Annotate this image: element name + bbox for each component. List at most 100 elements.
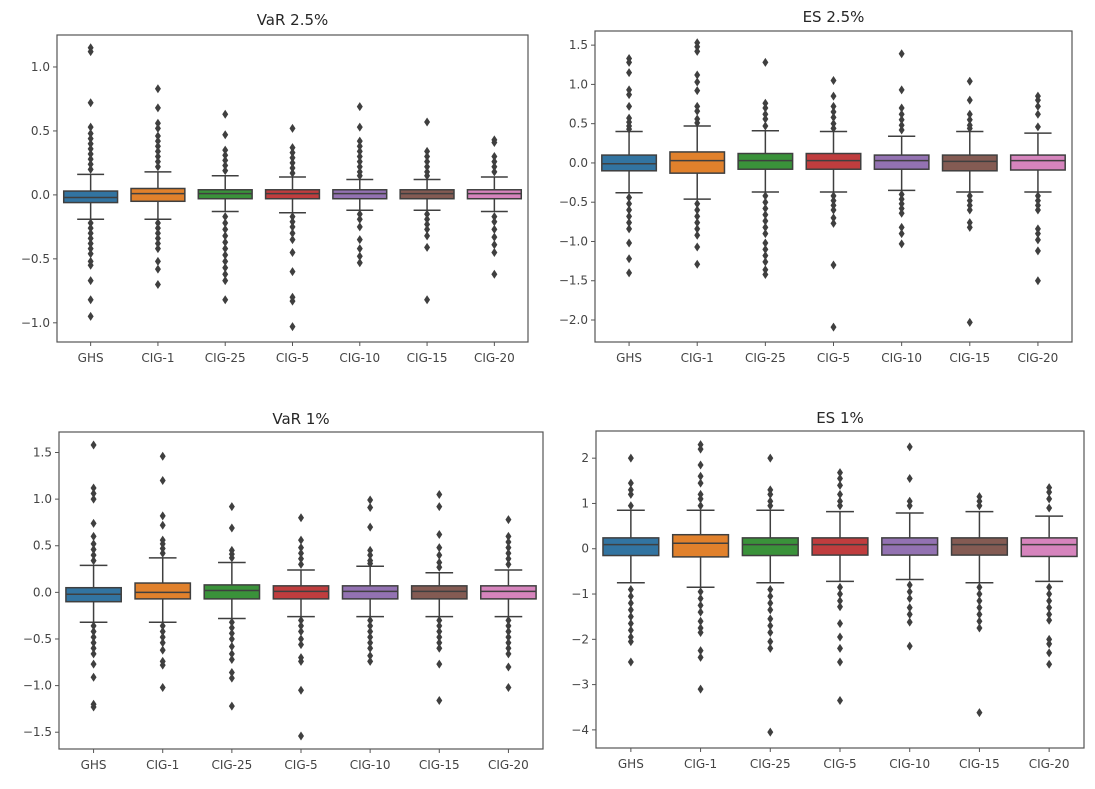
outlier-point xyxy=(505,627,512,637)
box-cig-25 xyxy=(197,109,253,305)
outlier-point xyxy=(697,607,704,617)
outlier-point xyxy=(90,494,97,504)
outlier-point xyxy=(436,502,443,512)
outlier-point xyxy=(356,157,363,167)
outlier-point xyxy=(154,123,161,133)
outlier-point xyxy=(298,685,304,695)
outlier-point xyxy=(424,219,431,229)
outlier-point xyxy=(228,623,235,633)
outlier-point xyxy=(154,228,161,238)
outlier-point xyxy=(976,623,983,633)
outlier-point xyxy=(356,235,363,245)
outlier-point xyxy=(367,615,374,625)
subplot-es-2-5-: ES 2.5% −2.0 −1.5 −1.0 −0.5 0.0 0.5 1.0 1.5 GHS CI… xyxy=(559,8,1073,365)
outlier-point xyxy=(436,638,443,648)
outlier-point xyxy=(87,218,94,228)
outlier-point xyxy=(898,189,905,199)
outlier-point xyxy=(436,558,443,568)
outlier-point xyxy=(762,121,769,131)
y-tick-label: −2.0 xyxy=(559,313,588,327)
outlier-point xyxy=(762,229,769,239)
outlier-point xyxy=(424,295,431,305)
outlier-point xyxy=(694,70,701,80)
outlier-point xyxy=(159,645,166,655)
outlier-point xyxy=(837,596,843,606)
outlier-point xyxy=(367,545,374,555)
outlier-point xyxy=(837,489,843,499)
outlier-point xyxy=(222,166,229,176)
iqr-box xyxy=(671,533,730,558)
outlier-point xyxy=(87,134,94,144)
outlier-point xyxy=(154,233,161,243)
outlier-point xyxy=(762,216,769,226)
outlier-point xyxy=(697,594,704,604)
outlier-point xyxy=(837,582,843,592)
outlier-point xyxy=(767,628,774,638)
outlier-point xyxy=(90,702,97,712)
box-cig-25 xyxy=(737,57,794,279)
outlier-point xyxy=(298,627,304,637)
outlier-point xyxy=(298,548,304,558)
outlier-point xyxy=(837,468,843,478)
y-tick-label: 1.5 xyxy=(569,38,588,52)
outlier-point xyxy=(222,160,229,170)
outlier-point xyxy=(491,247,498,257)
outlier-point xyxy=(367,656,374,666)
outlier-point xyxy=(767,591,774,601)
outlier-point xyxy=(505,638,512,648)
box-cig-10 xyxy=(341,495,399,666)
x-tick-label: GHS xyxy=(78,351,104,365)
outlier-point xyxy=(694,199,701,209)
outlier-point xyxy=(154,84,161,94)
outlier-point xyxy=(505,537,512,547)
chart-title: ES 2.5% xyxy=(803,8,865,26)
outlier-point xyxy=(697,652,704,662)
outlier-point xyxy=(90,550,97,560)
outlier-point xyxy=(966,95,973,105)
outlier-point xyxy=(159,539,166,549)
x-tick-label: CIG-20 xyxy=(1018,351,1059,365)
outlier-point xyxy=(762,257,769,267)
outlier-point xyxy=(159,627,166,637)
outlier-point xyxy=(837,589,843,599)
outlier-point xyxy=(1046,487,1053,497)
x-tick-label: CIG-5 xyxy=(823,757,856,771)
outlier-point xyxy=(424,117,431,127)
chart-title: VaR 1% xyxy=(272,410,329,428)
outlier-point xyxy=(87,244,94,254)
x-tick-label: GHS xyxy=(616,351,642,365)
outlier-point xyxy=(154,131,161,141)
outlier-point xyxy=(222,145,229,155)
outlier-point xyxy=(837,474,843,484)
outlier-point xyxy=(87,149,94,159)
outlier-point xyxy=(90,539,97,549)
y-tick-label: −1 xyxy=(571,587,589,601)
outlier-point xyxy=(298,554,304,564)
outlier-point xyxy=(767,637,774,647)
outlier-point xyxy=(367,550,374,560)
x-tick-label: CIG-25 xyxy=(745,351,786,365)
outlier-point xyxy=(367,651,374,661)
iqr-box xyxy=(881,537,939,556)
outlier-point xyxy=(762,203,769,213)
outlier-point xyxy=(830,205,837,215)
outlier-point xyxy=(424,242,431,252)
outlier-point xyxy=(906,442,913,452)
iqr-box xyxy=(941,154,998,172)
x-tick-label: GHS xyxy=(81,758,107,772)
outlier-point xyxy=(289,148,296,158)
iqr-box xyxy=(1009,154,1066,171)
outlier-point xyxy=(424,214,431,224)
x-tick-label: GHS xyxy=(618,757,644,771)
outlier-point xyxy=(966,196,973,206)
outlier-point xyxy=(154,264,161,274)
outlier-point xyxy=(906,496,913,506)
outlier-point xyxy=(289,168,296,178)
outlier-point xyxy=(356,171,363,181)
outlier-point xyxy=(87,122,94,132)
box-cig-1 xyxy=(671,440,730,694)
outlier-point xyxy=(1046,609,1053,619)
outlier-point xyxy=(228,641,235,651)
outlier-point xyxy=(154,141,161,151)
outlier-point xyxy=(627,625,634,635)
